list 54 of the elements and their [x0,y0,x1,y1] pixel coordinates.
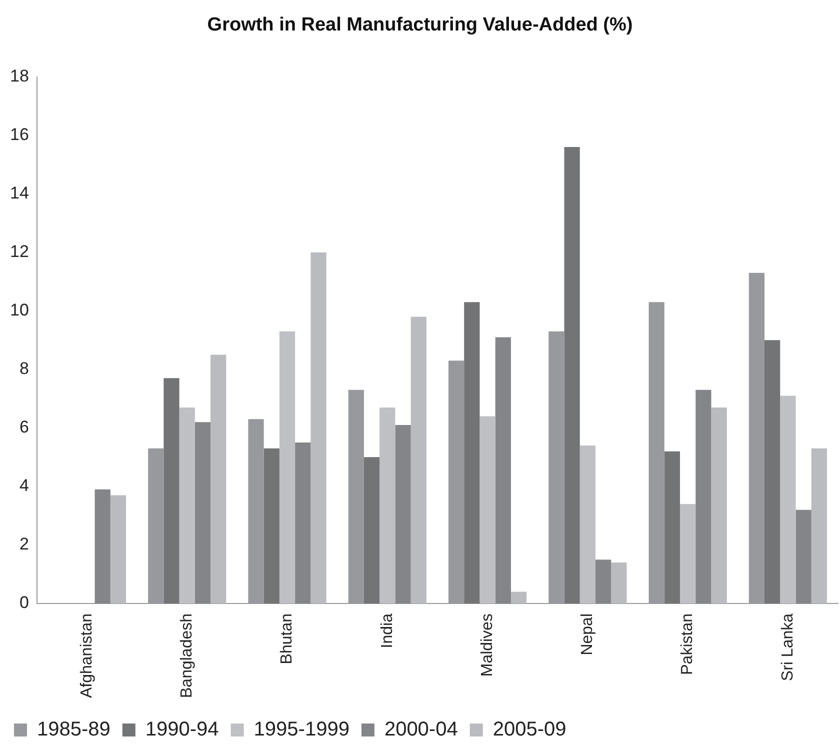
x-tick-label: Sri Lanka [779,613,796,682]
bar [279,331,296,604]
x-tick-label: Afghanistan [78,613,96,698]
y-tick-label: 0 [19,593,29,612]
y-tick-label: 10 [10,300,29,320]
bar [210,354,226,604]
bar [179,407,195,604]
bar [764,340,780,604]
legend-label: 1995-1999 [254,718,350,741]
bar [495,337,511,604]
bar [380,407,396,604]
bar [94,489,110,604]
bar [510,592,527,604]
y-tick-label: 8 [19,359,29,378]
y-tick-label: 4 [19,476,29,496]
bar [110,495,126,604]
y-tick-label: 16 [10,125,29,144]
bar [696,390,712,604]
y-tick-label: 14 [10,184,29,203]
bar [395,424,411,604]
bar [811,448,827,604]
bar [295,442,311,604]
bar [310,252,326,604]
y-tick-label: 18 [10,66,29,86]
bar [664,451,680,604]
bar [564,147,580,604]
bar [480,416,496,604]
legend-label: 2005-09 [492,718,566,741]
bar [580,445,596,604]
x-tick-label: Nepal [579,613,596,656]
x-tick-label: Maldives [478,613,496,677]
bar [364,457,380,604]
bar [164,378,180,604]
bar [780,396,796,604]
bar [680,504,696,604]
x-tick-label: Bhutan [278,613,296,664]
bar [796,510,812,604]
x-tick-label: Bangladesh [178,613,196,698]
x-tick-label: India [378,613,396,648]
bar [194,422,211,604]
bar [464,302,480,604]
legend-label: 1985-89 [37,718,110,741]
chart-title: Growth in Real Manufacturing Value-Added (%) [207,14,633,36]
bar [264,448,280,604]
legend-label: 1990-94 [145,718,219,741]
bar [595,560,612,604]
x-tick-label: Pakistan [679,613,696,675]
bar [410,316,426,604]
bar [711,407,727,604]
bar [611,562,627,604]
y-tick-label: 12 [10,242,29,262]
legend-label: 2000-04 [384,718,458,741]
y-tick-label: 6 [19,418,29,437]
y-tick-label: 2 [19,534,29,554]
